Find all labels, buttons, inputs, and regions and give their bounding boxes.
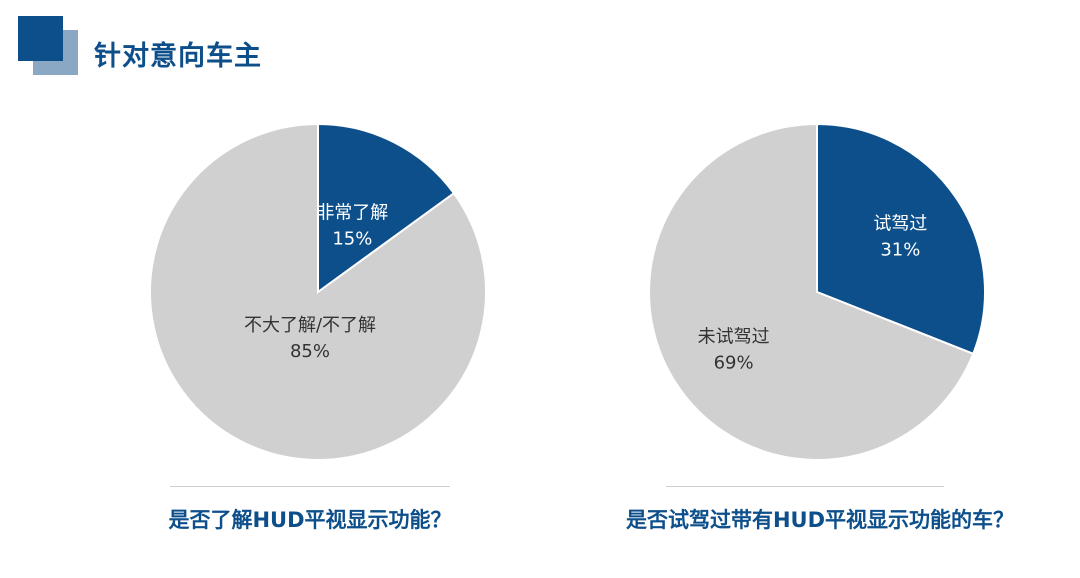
slice-not-familiar-value: 85% bbox=[290, 341, 330, 362]
slice-very-familiar-value: 15% bbox=[332, 229, 372, 250]
slice-not-familiar bbox=[149, 122, 487, 461]
logo-square-front bbox=[18, 16, 63, 61]
slice-not-familiar-label: 不大了解/不了解 85% bbox=[244, 315, 376, 362]
slice-not-test-driven-label: 未试驾过 69% bbox=[698, 327, 770, 374]
slice-very-familiar bbox=[317, 122, 456, 294]
pie-chart-test-drive: 试驾过 31% 未试驾过 69% bbox=[648, 122, 986, 461]
divider-right bbox=[666, 486, 944, 487]
slice-not-test-driven bbox=[648, 122, 975, 461]
pie-chart-awareness: 非常了解 15% 不大了解/不了解 85% bbox=[149, 122, 487, 461]
slice-test-driven-label: 试驾过 31% bbox=[873, 213, 927, 260]
slice-test-driven-category: 试驾过 bbox=[873, 213, 927, 234]
slice-very-familiar-label: 非常了解 15% bbox=[316, 203, 388, 250]
slice-not-familiar-category: 不大了解/不了解 bbox=[244, 315, 376, 336]
slice-not-test-driven-category: 未试驾过 bbox=[698, 327, 770, 348]
slice-not-test-driven-value: 69% bbox=[714, 353, 754, 374]
slice-test-driven-value: 31% bbox=[880, 239, 920, 260]
chart-title-awareness: 是否了解HUD平视显示功能？ bbox=[168, 508, 452, 532]
chart-title-test-drive: 是否试驾过带有HUD平视显示功能的车？ bbox=[625, 508, 1015, 532]
slice-very-familiar-category: 非常了解 bbox=[316, 203, 388, 224]
divider-left bbox=[170, 486, 450, 487]
page-title: 针对意向车主 bbox=[94, 41, 262, 72]
slice-test-driven bbox=[816, 122, 986, 356]
